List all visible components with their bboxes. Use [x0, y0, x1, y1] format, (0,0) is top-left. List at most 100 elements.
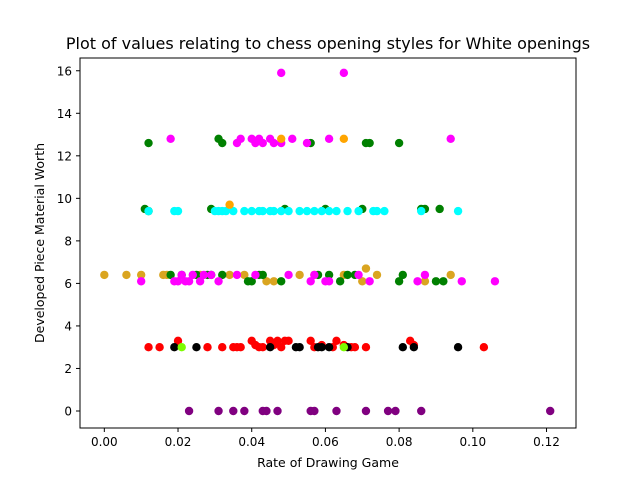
x-tick-label: 0.12: [533, 435, 560, 449]
data-point: [225, 270, 234, 280]
data-point: [284, 270, 293, 280]
x-tick-label: 0.08: [386, 435, 413, 449]
data-point: [269, 277, 279, 286]
data-point: [361, 264, 371, 273]
y-tick-label: 14: [57, 107, 72, 121]
data-point: [258, 206, 267, 216]
data-point: [332, 336, 341, 346]
data-point: [173, 206, 183, 216]
x-tick-label: 0.10: [459, 435, 486, 449]
y-tick-label: 8: [64, 234, 72, 248]
data-point: [184, 277, 194, 286]
data-point: [339, 68, 349, 78]
data-point: [192, 342, 201, 352]
data-point: [310, 206, 319, 216]
data-point: [335, 277, 345, 286]
data-point: [269, 138, 279, 148]
data-point: [173, 336, 183, 346]
data-point: [144, 138, 153, 148]
y-tick-label: 2: [64, 362, 72, 376]
data-point: [339, 134, 349, 144]
data-point: [431, 277, 441, 286]
data-point: [277, 134, 286, 144]
data-point: [324, 270, 334, 280]
data-points: [100, 68, 555, 416]
data-point: [446, 134, 455, 144]
data-point: [277, 277, 286, 286]
y-tick-label: 10: [57, 192, 72, 206]
data-point: [269, 206, 279, 216]
data-point: [302, 206, 312, 216]
data-point: [332, 206, 341, 216]
x-tick-label: 0.00: [91, 435, 118, 449]
x-axis-label: Rate of Drawing Game: [257, 455, 399, 470]
data-point: [144, 206, 153, 216]
data-point: [490, 277, 500, 286]
data-point: [262, 277, 271, 286]
data-point: [262, 406, 271, 416]
data-point: [383, 406, 393, 416]
data-point: [229, 406, 238, 416]
data-point: [251, 270, 260, 280]
data-point: [413, 277, 422, 286]
y-tick-label: 4: [64, 319, 72, 333]
data-point: [417, 206, 426, 216]
data-point: [339, 342, 349, 352]
plot-frame: [79, 57, 577, 429]
data-point: [188, 270, 197, 280]
data-point: [457, 277, 466, 286]
data-point: [173, 277, 183, 286]
data-point: [122, 270, 131, 280]
data-point: [232, 270, 242, 280]
data-point: [206, 270, 216, 280]
data-point: [277, 68, 286, 78]
data-point: [409, 342, 419, 352]
data-point: [203, 342, 212, 352]
data-point: [310, 270, 319, 280]
data-point: [100, 270, 109, 280]
data-point: [166, 134, 175, 144]
data-point: [195, 277, 205, 286]
data-point: [295, 342, 304, 352]
data-point: [214, 277, 223, 286]
data-point: [229, 206, 238, 216]
data-point: [324, 277, 334, 286]
data-point: [324, 206, 334, 216]
x-tick-label: 0.04: [238, 435, 265, 449]
data-point: [258, 270, 267, 280]
data-point: [350, 342, 360, 352]
data-point: [372, 206, 382, 216]
data-point: [155, 342, 164, 352]
data-point: [343, 206, 352, 216]
data-point: [295, 270, 304, 280]
x-tick-label: 0.06: [312, 435, 339, 449]
data-point: [372, 270, 382, 280]
data-point: [236, 342, 245, 352]
data-point: [306, 277, 315, 286]
y-tick-label: 16: [57, 64, 72, 78]
y-tick-label: 6: [64, 277, 72, 291]
data-point: [277, 206, 286, 216]
data-point: [247, 206, 256, 216]
data-point: [265, 342, 275, 352]
y-axis: 0 2 4 6 8 10 12 14 16: [57, 64, 80, 418]
data-point: [391, 406, 400, 416]
data-point: [144, 342, 153, 352]
data-point: [546, 406, 555, 416]
data-point: [361, 406, 371, 416]
chart-title: Plot of values relating to chess opening…: [66, 34, 590, 53]
data-point: [398, 342, 408, 352]
data-point: [354, 270, 363, 280]
data-point: [277, 342, 286, 352]
data-point: [284, 336, 293, 346]
data-point: [240, 206, 249, 216]
data-point: [177, 342, 186, 352]
y-tick-label: 0: [64, 404, 72, 418]
data-point: [184, 406, 194, 416]
data-point: [218, 270, 227, 280]
data-point: [258, 138, 267, 148]
data-point: [479, 342, 489, 352]
data-point: [398, 270, 408, 280]
data-point: [295, 206, 304, 216]
